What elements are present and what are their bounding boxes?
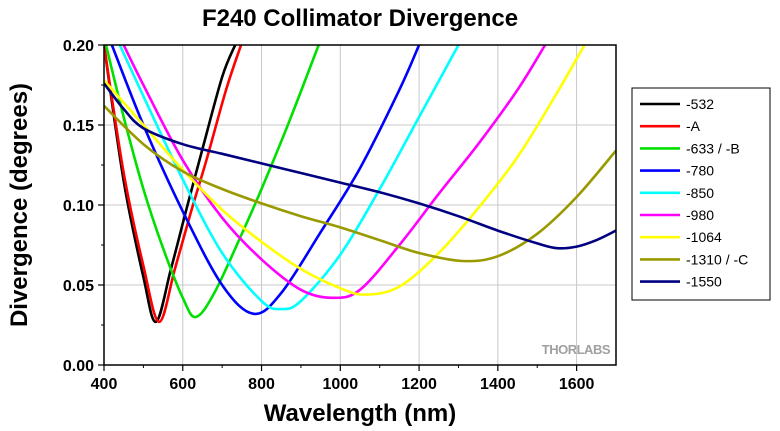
legend-label: -780	[686, 163, 714, 179]
x-tick-label: 1600	[559, 376, 595, 393]
y-tick-label: 0.05	[63, 278, 94, 295]
legend-label: -A	[686, 118, 701, 134]
series-line-2	[104, 45, 243, 324]
series-line-6	[122, 45, 547, 300]
series-line-9	[104, 82, 616, 250]
legend-label: -980	[686, 207, 714, 223]
legend-label: -633 / -B	[686, 140, 740, 156]
y-axis-label: Divergence (degrees)	[6, 83, 33, 327]
x-tick-label: 600	[169, 376, 196, 393]
y-tick-label: 0.00	[63, 358, 94, 375]
series-line-1	[104, 45, 237, 324]
legend-label: -1064	[686, 229, 722, 245]
y-tick-label: 0.10	[63, 198, 94, 215]
x-tick-label: 1400	[480, 376, 516, 393]
y-tick-label: 0.15	[63, 118, 94, 135]
axis-ticks: 400 600 800 1000 1200 1400 1600 0.00 0.05 0.10 0.1…	[63, 38, 595, 393]
y-tick-label: 0.20	[63, 38, 94, 55]
series-line-7	[104, 45, 586, 296]
x-tick-label: 1200	[401, 376, 437, 393]
x-tick-label: 800	[248, 376, 275, 393]
series-line-3	[104, 45, 320, 319]
series-line-4	[110, 45, 421, 316]
legend-label: -850	[686, 185, 714, 201]
legend-label: -532	[686, 96, 714, 112]
legend: -532 -A -633 / -B -780 -850 -980 -1064 -1310 / …	[631, 87, 771, 301]
chart-title: F240 Collimator Divergence	[202, 5, 518, 32]
legend-label: -1550	[686, 274, 722, 290]
x-axis-label: Wavelength (nm)	[264, 400, 456, 427]
series-line-8	[104, 104, 616, 263]
x-tick-label: 1000	[323, 376, 359, 393]
thorlabs-watermark: THORLABS	[542, 342, 611, 357]
legend-label: -1310 / -C	[686, 251, 748, 267]
series-lines	[104, 45, 616, 324]
x-tick-label: 400	[91, 376, 118, 393]
